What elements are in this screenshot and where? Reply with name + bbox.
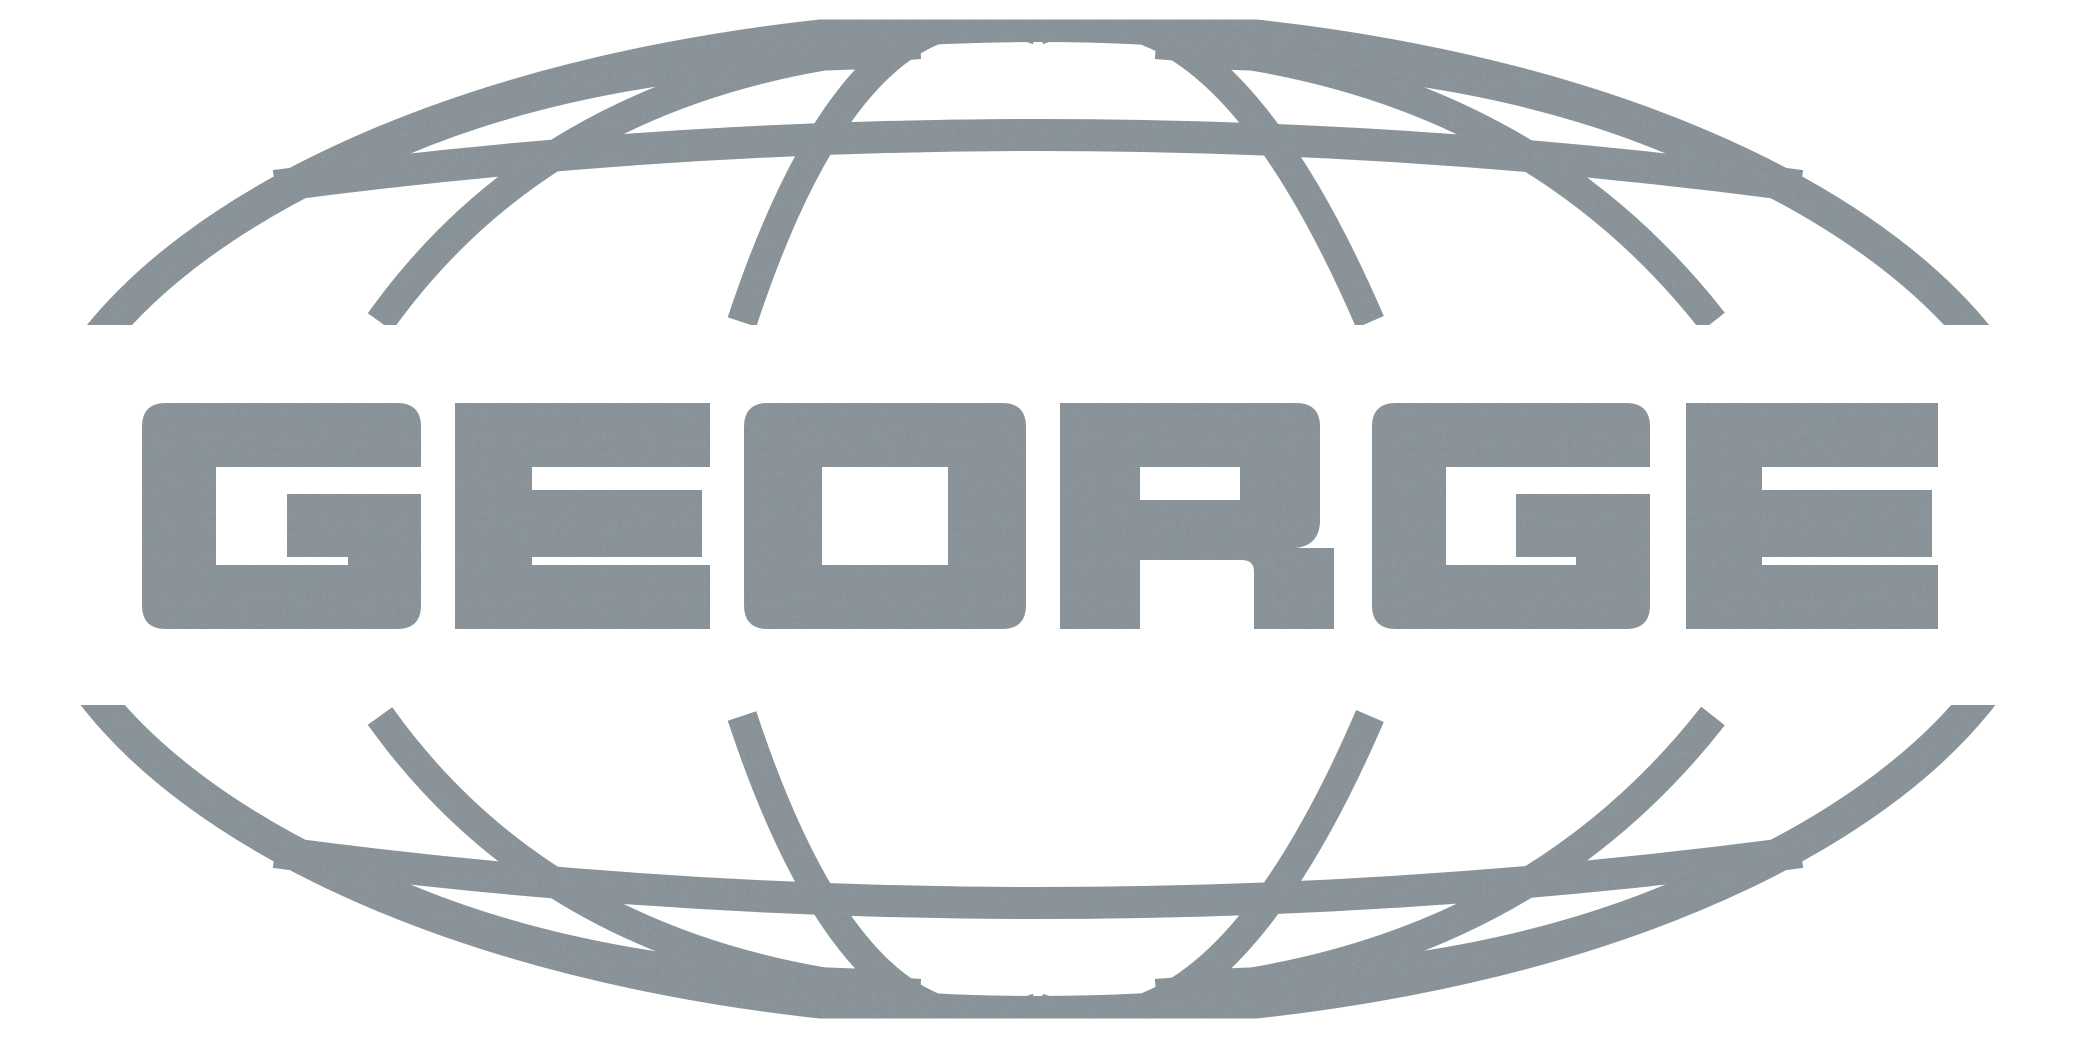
letter-r	[1060, 403, 1334, 629]
meridian-inner-left-bottom	[727, 711, 1044, 1033]
meridian-inner-left	[727, 5, 1044, 327]
globe-lines	[11, 5, 2065, 1033]
polar-arc-top-right	[1195, 43, 1734, 180]
polar-arc-top-left	[342, 43, 881, 180]
polar-arc-bottom-left	[342, 858, 881, 995]
letter-e1	[455, 403, 710, 629]
upper-latitude	[272, 119, 1804, 202]
lower-latitude	[272, 836, 1804, 919]
meridian-inner-right	[1032, 5, 1384, 328]
wordmark-letters	[142, 403, 1938, 629]
polar-arc-bottom-right	[1195, 858, 1734, 995]
letter-e2	[1686, 403, 1938, 629]
letter-o	[744, 403, 1026, 629]
meridian-inner-right-bottom	[1032, 710, 1384, 1033]
letter-g2	[1372, 403, 1650, 629]
letter-g1	[142, 403, 421, 629]
